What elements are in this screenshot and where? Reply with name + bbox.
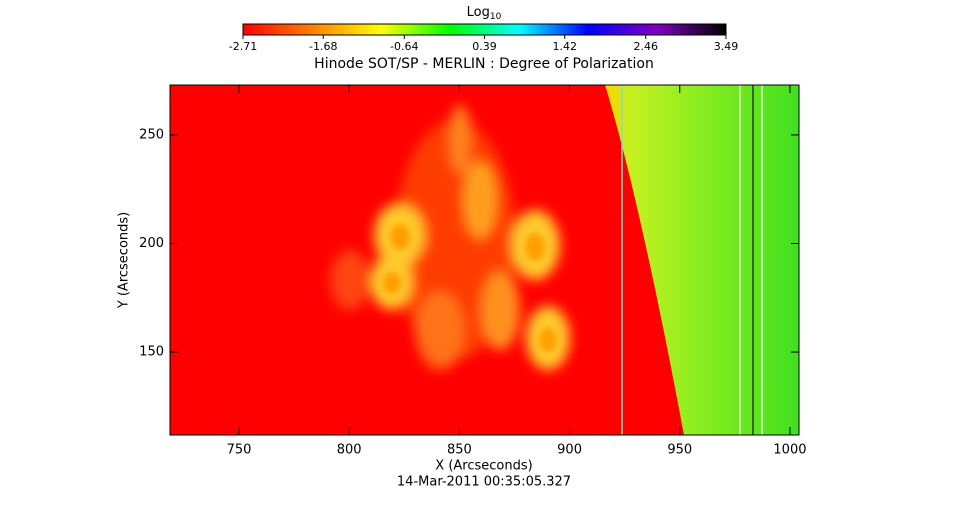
colorbar	[242, 23, 727, 36]
colorbar-tick-label: 2.46	[634, 40, 659, 53]
y-axis-label: Y (Arcseconds)	[117, 212, 132, 309]
footnote: 14-Mar-2011 00:35:05.327	[397, 475, 571, 490]
x-tick-label: 850	[447, 443, 472, 458]
colorbar-label: Log10	[467, 5, 502, 22]
x-tick-label: 1000	[773, 443, 806, 458]
colorbar-tick-label: 3.49	[714, 40, 739, 53]
x-tick-label: 750	[227, 443, 252, 458]
colorbar-ticks: -2.71 -1.68 -0.64 0.39 1.42 2.46 3.49	[229, 35, 738, 53]
colorbar-label-subscript: 10	[490, 12, 502, 22]
chart-title: Hinode SOT/SP - MERLIN : Degree of Polar…	[314, 56, 654, 72]
colorbar-tick-label: -0.64	[390, 40, 418, 53]
colorbar-tick-label: 0.39	[472, 40, 497, 53]
x-tick-label: 950	[667, 443, 692, 458]
x-tick-label: 800	[337, 443, 362, 458]
y-tick-label: 150	[139, 345, 164, 360]
solar-image	[170, 85, 799, 435]
colorbar-tick-label: 1.42	[552, 40, 577, 53]
colorbar-label-base: Log	[467, 5, 490, 20]
plot-frame	[169, 84, 800, 436]
x-axis-label: X (Arcseconds)	[435, 459, 532, 474]
y-tick-label: 250	[139, 127, 164, 142]
colorbar-tick-label: -1.68	[309, 40, 337, 53]
colorbar-tick-label: -2.71	[229, 40, 257, 53]
y-tick-label: 200	[139, 236, 164, 251]
x-tick-label: 900	[557, 443, 582, 458]
